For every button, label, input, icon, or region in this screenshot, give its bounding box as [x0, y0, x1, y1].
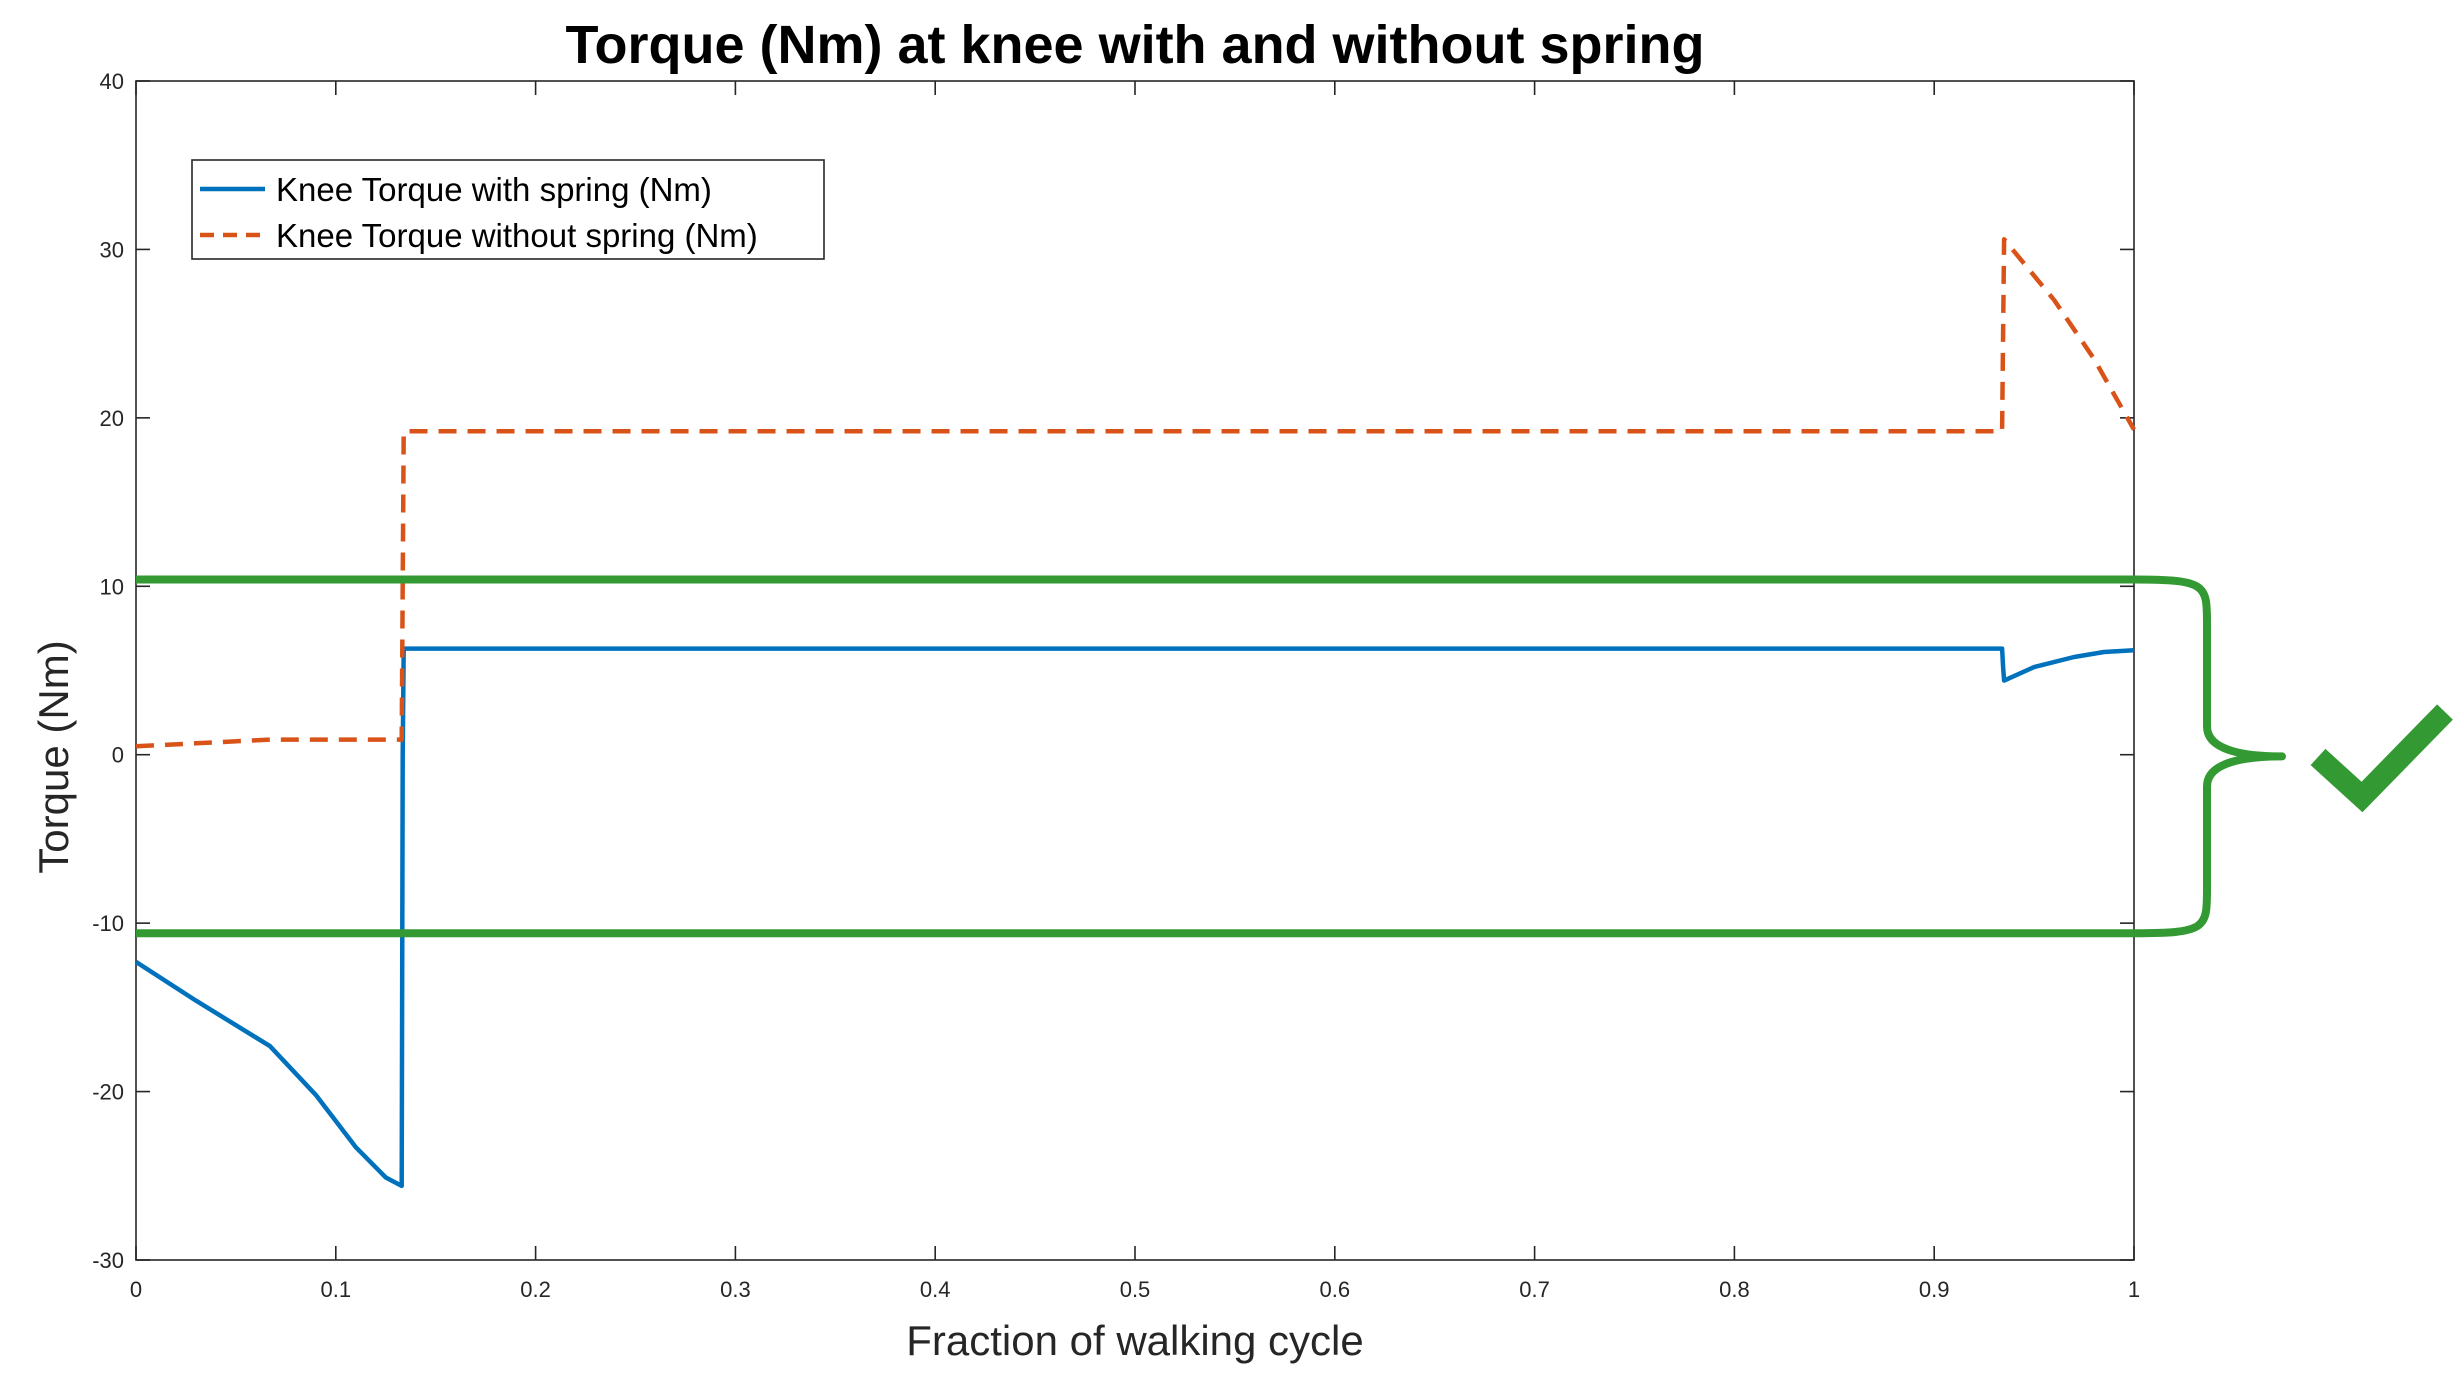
x-tick-label: 0.8 [1719, 1277, 1750, 1302]
x-tick-label: 0.7 [1519, 1277, 1550, 1302]
legend-label-2: Knee Torque without spring (Nm) [276, 217, 758, 254]
chart-title: Torque (Nm) at knee with and without spr… [566, 15, 1705, 75]
x-tick-label: 1 [2128, 1277, 2140, 1302]
y-tick-label: 20 [100, 406, 124, 431]
brace [2133, 575, 2286, 938]
plot-area [135, 80, 2135, 1261]
series-line-2 [135, 237, 2136, 749]
y-tick-label: -20 [92, 1080, 124, 1105]
x-axis-label: Fraction of walking cycle [906, 1317, 1364, 1364]
series-layer [134, 237, 2136, 1189]
x-tick-label: 0.3 [720, 1277, 751, 1302]
y-tick-label: -30 [92, 1248, 124, 1273]
annotation-layer [136, 575, 2453, 938]
x-tick-label: 0.4 [920, 1277, 951, 1302]
x-tick-label: 0.2 [520, 1277, 551, 1302]
legend: Knee Torque with spring (Nm) Knee Torque … [191, 159, 825, 260]
axis-ticks: 0 0.1 0.2 0.3 0.4 0.5 0.6 0.7 0.8 0.9 1 -30 -20 -10 0 1… [92, 69, 2140, 1302]
legend-box [191, 159, 825, 260]
x-tick-label: 0.6 [1320, 1277, 1351, 1302]
checkmark-icon [2310, 704, 2453, 813]
y-tick-label: 0 [112, 743, 124, 768]
x-tick-label: 0.9 [1919, 1277, 1950, 1302]
x-tick-label: 0.1 [321, 1277, 352, 1302]
y-tick-label: 30 [100, 237, 124, 262]
x-tick-label: 0 [130, 1277, 142, 1302]
y-axis-label: Torque (Nm) [30, 640, 77, 873]
plot-frame [135, 80, 2135, 1261]
legend-label-1: Knee Torque with spring (Nm) [276, 171, 712, 208]
y-tick-label: 10 [100, 574, 124, 599]
y-tick-label: 40 [100, 69, 124, 94]
y-tick-label: -10 [92, 911, 124, 936]
x-tick-label: 0.5 [1120, 1277, 1151, 1302]
